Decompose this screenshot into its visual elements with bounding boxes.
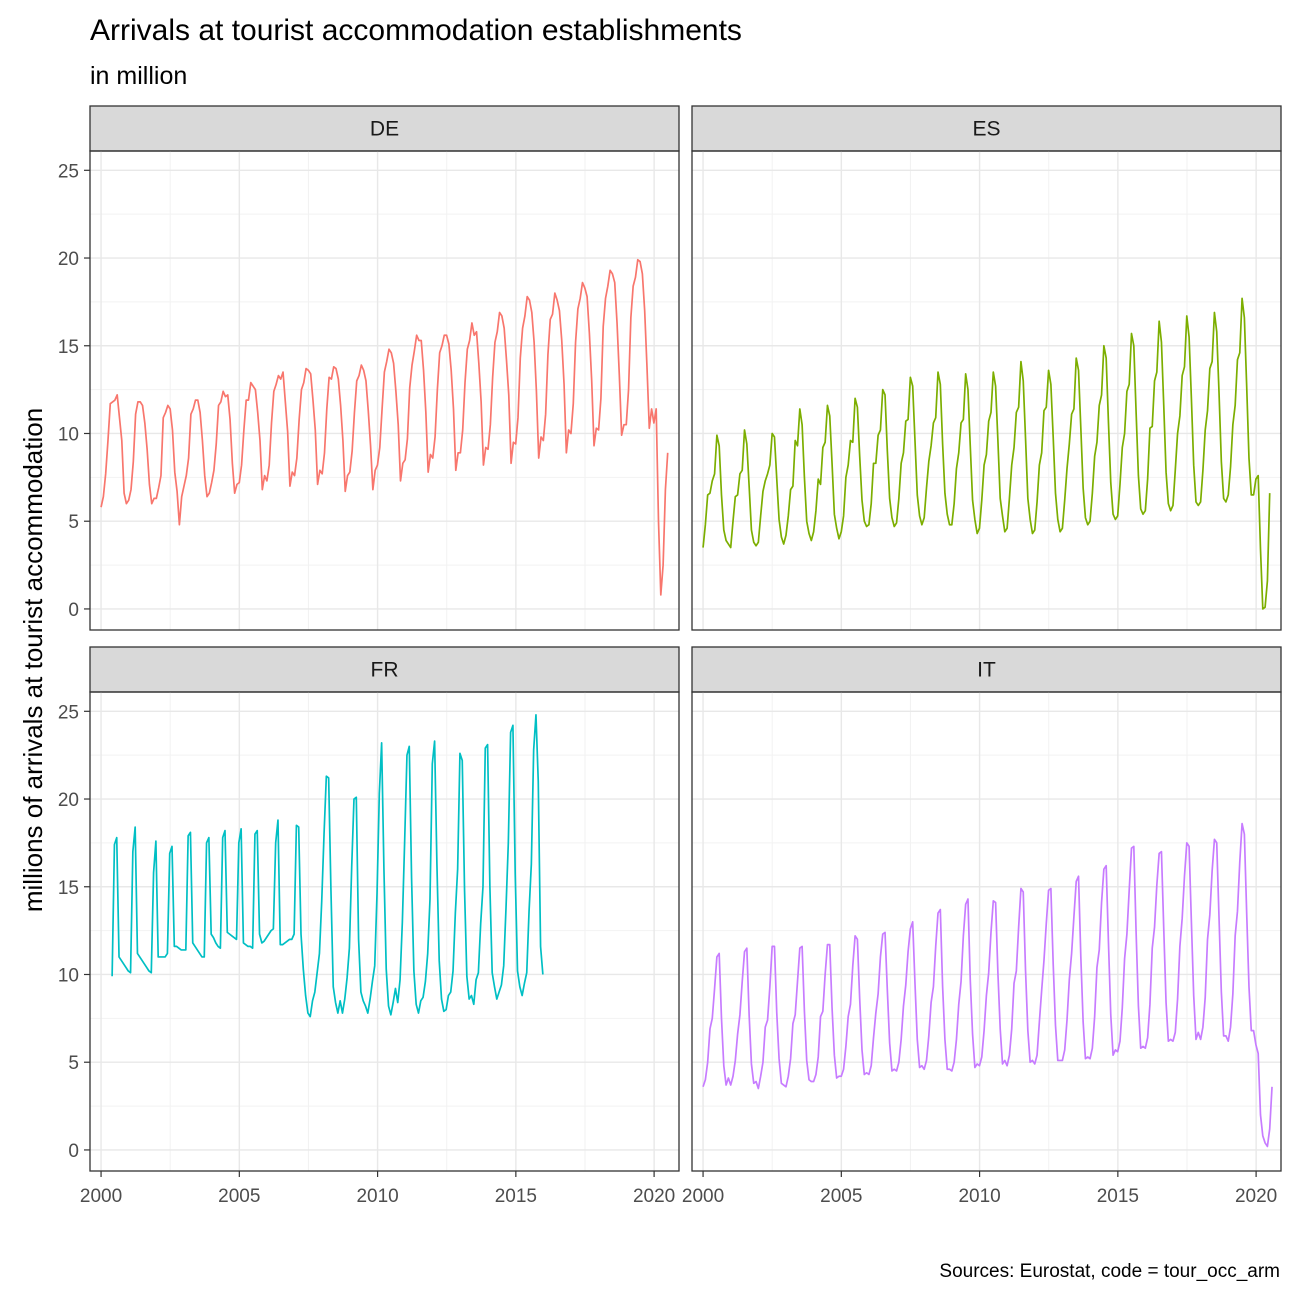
- panel-border: [89, 691, 680, 1172]
- facet-panel-de: DE 0 5 10 15 20 25: [58, 105, 680, 631]
- facet-strip-label: DE: [370, 118, 399, 141]
- y-tick-label: 20: [58, 790, 79, 811]
- x-tick-label: 2000: [80, 1186, 122, 1207]
- facet-strip: [691, 105, 1282, 152]
- y-tick-label: 15: [58, 878, 79, 899]
- facet-strip: [89, 646, 680, 693]
- y-tick-label: 5: [68, 512, 79, 533]
- y-tick-label: 20: [58, 249, 79, 270]
- series-line-fr: [111, 713, 544, 1018]
- facet-strip: [89, 105, 680, 152]
- y-tick-label: 25: [58, 161, 79, 182]
- panel-border: [89, 150, 680, 631]
- x-tick-label: 2020: [633, 1186, 675, 1207]
- x-tick-label: 2005: [218, 1186, 260, 1207]
- chart-title: Arrivals at tourist accommodation establ…: [90, 14, 742, 47]
- y-tick-label: 10: [58, 965, 79, 986]
- facet-strip-label: ES: [972, 118, 1000, 141]
- facet-strip-label: IT: [977, 659, 996, 682]
- facet-panel-es: ES: [691, 105, 1282, 631]
- series-line-it: [702, 822, 1273, 1148]
- chart-caption: Sources: Eurostat, code = tour_occ_arm: [939, 1261, 1280, 1282]
- facet-panel-it: IT 2000 2005 2010 2015 2020: [682, 646, 1282, 1207]
- panel-border: [691, 691, 1282, 1172]
- x-tick-label: 2015: [495, 1186, 537, 1207]
- y-axis-label: millions of arrivals at tourist accommod…: [18, 408, 48, 912]
- x-tick-label: 2010: [356, 1186, 398, 1207]
- x-tick-label: 2010: [958, 1186, 1000, 1207]
- facet-strip: [691, 646, 1282, 693]
- y-tick-label: 15: [58, 337, 79, 358]
- series-line-es: [702, 297, 1271, 610]
- x-tick-label: 2005: [820, 1186, 862, 1207]
- facet-panel-fr: FR 0 5 10 15 20 25 2000 2005 2010 2015 2020: [58, 646, 680, 1207]
- y-tick-label: 25: [58, 702, 79, 723]
- chart-subtitle: in million: [90, 62, 187, 90]
- y-tick-label: 0: [68, 1141, 79, 1162]
- y-tick-label: 0: [68, 600, 79, 621]
- y-tick-label: 10: [58, 424, 79, 445]
- panel-border: [691, 150, 1282, 631]
- x-tick-label: 2015: [1097, 1186, 1139, 1207]
- series-line-de: [100, 258, 669, 596]
- x-tick-label: 2020: [1235, 1186, 1277, 1207]
- y-tick-label: 5: [68, 1053, 79, 1074]
- facet-panels: DE 0 5 10 15 20 25 ES FR 0 5 10 15 20 25 2000 2005 2010 20…: [58, 105, 1282, 1207]
- facet-strip-label: FR: [371, 659, 399, 682]
- x-tick-label: 2000: [682, 1186, 724, 1207]
